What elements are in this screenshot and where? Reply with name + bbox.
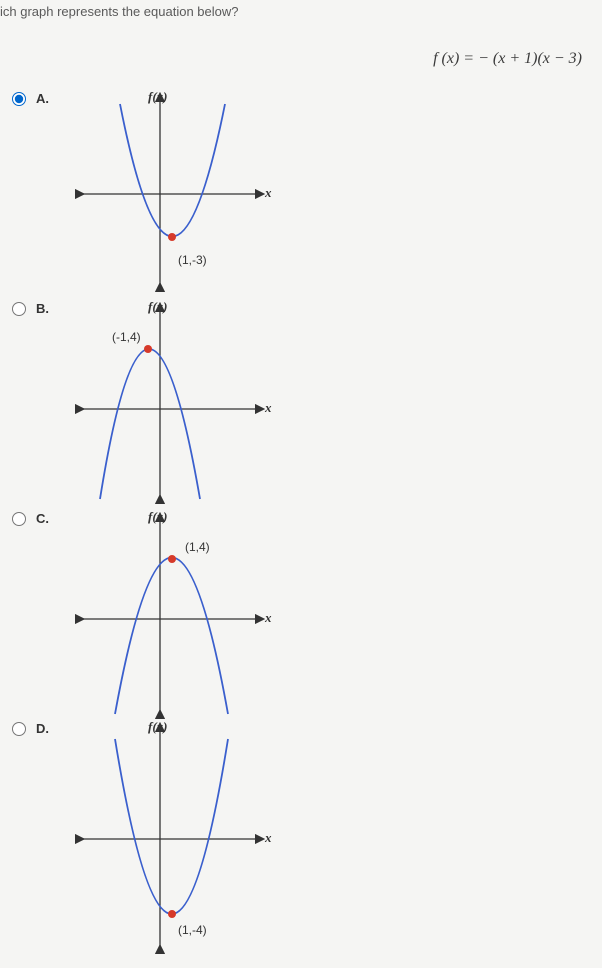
option-a-label: A. (36, 91, 49, 106)
option-c-radio-col: C. (0, 509, 60, 526)
graph-d: f(x) x (1,-4) (60, 719, 280, 959)
vertex-label-b: (-1,4) (112, 330, 141, 344)
option-a-row: A. f(x) x (1,-3) (0, 89, 602, 299)
option-c-label: C. (36, 511, 49, 526)
option-d-radio-col: D. (0, 719, 60, 736)
vertex-label-d: (1,-4) (178, 923, 207, 937)
graph-a: f(x) x (1,-3) (60, 89, 280, 299)
fx-label-d: f(x) (148, 719, 168, 734)
equation: f (x) = − (x + 1)(x − 3) (433, 50, 582, 68)
radio-d[interactable] (12, 722, 26, 736)
graph-c: f(x) x (1,4) (60, 509, 280, 719)
x-label-b: x (264, 400, 272, 415)
radio-c[interactable] (12, 512, 26, 526)
question-text: ich graph represents the equation below? (0, 0, 602, 19)
x-label-c: x (264, 610, 272, 625)
option-b-row: B. f(x) x (-1,4) (0, 299, 602, 509)
fx-label-a: f(x) (148, 89, 168, 104)
option-a-radio-col: A. (0, 89, 60, 106)
option-b-radio-col: B. (0, 299, 60, 316)
radio-b[interactable] (12, 302, 26, 316)
option-d-label: D. (36, 721, 49, 736)
option-c-row: C. f(x) x (1,4) (0, 509, 602, 719)
fx-label-b: f(x) (148, 299, 168, 314)
vertex-label-c: (1,4) (185, 540, 210, 554)
fx-label-c: f(x) (148, 509, 168, 524)
radio-a[interactable] (12, 92, 26, 106)
x-label-d: x (264, 830, 272, 845)
x-label-a: x (264, 185, 272, 200)
options-container: A. f(x) x (1,-3) B. (0, 89, 602, 959)
option-d-row: D. f(x) x (1,-4) (0, 719, 602, 959)
vertex-label-a: (1,-3) (178, 253, 207, 267)
graph-b: f(x) x (-1,4) (60, 299, 280, 509)
option-b-label: B. (36, 301, 49, 316)
